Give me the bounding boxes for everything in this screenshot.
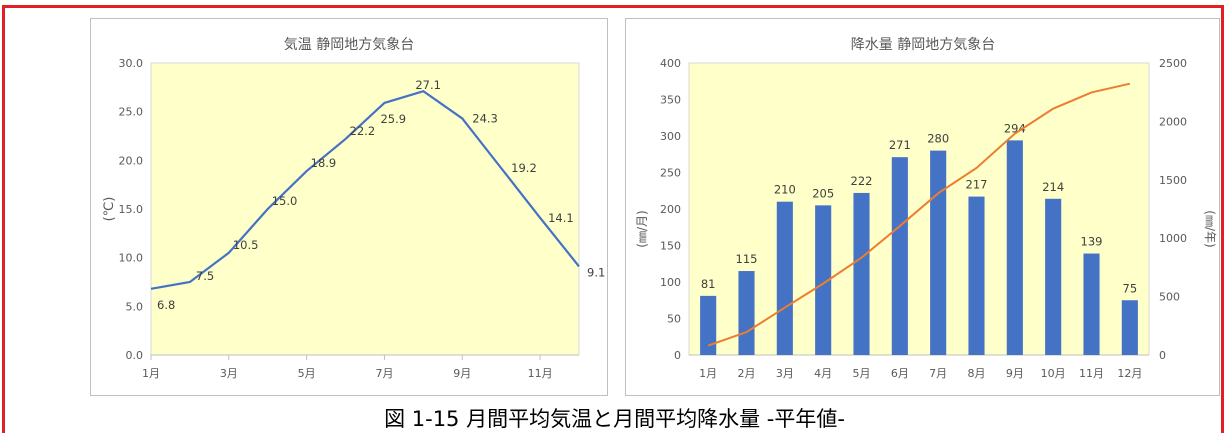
precipitation-y-tick-label: 0 (674, 349, 681, 362)
temperature-y-tick-label: 15.0 (119, 203, 144, 216)
temperature-chart-panel: 気温 静岡地方気象台 (℃) 0.0 5.0 10.0 15.0 20.0 25.0 30.… (90, 18, 608, 396)
precipitation-data-label: 214 (1042, 180, 1064, 194)
annual-y-tick-label: 500 (1159, 291, 1180, 304)
precipitation-data-label: 222 (851, 174, 873, 188)
precipitation-chart-title: 降水量 静岡地方気象台 (851, 37, 995, 53)
precipitation-chart: 降水量 静岡地方気象台 (㎜/月) (㎜/年) 0 50 100 150 200 250 3… (635, 37, 1217, 380)
precipitation-x-tick-label: 8月 (968, 367, 986, 380)
precipitation-bar (968, 196, 985, 355)
precipitation-data-label: 280 (927, 132, 949, 146)
cumulative-precipitation-line (707, 82, 1131, 347)
figure-caption: 図 1-15 月間平均気温と月間平均降水量 -平年値- (384, 407, 845, 431)
temperature-data-label: 24.3 (472, 111, 498, 125)
temperature-series-line (150, 90, 580, 290)
precipitation-x-tick-label: 11月 (1079, 367, 1104, 380)
precipitation-x-tick-label: 6月 (891, 367, 909, 380)
precipitation-y-tick-label: 400 (660, 57, 681, 70)
precipitation-x-tick-label: 4月 (814, 367, 832, 380)
precipitation-chart-panel: 降水量 静岡地方気象台 (㎜/月) (㎜/年) 0 50 100 150 200 250 3… (625, 18, 1220, 396)
precipitation-data-label: 81 (701, 277, 716, 291)
temperature-data-label: 27.1 (415, 78, 441, 92)
temperature-data-label: 14.1 (548, 211, 574, 225)
annual-y-tick-label: 0 (1159, 349, 1166, 362)
precipitation-bar (700, 295, 717, 355)
precipitation-plot-area (688, 62, 1150, 356)
precipitation-data-label: 205 (812, 186, 834, 200)
precipitation-y-tick-label: 350 (660, 94, 681, 107)
precipitation-data-label: 139 (1081, 235, 1103, 249)
precipitation-y-tick-label: 250 (660, 167, 681, 180)
precipitation-bar (853, 192, 870, 355)
precipitation-x-tick-label: 3月 (776, 367, 794, 380)
precipitation-bar (1083, 253, 1100, 355)
annual-y-tick-label: 2000 (1159, 115, 1187, 128)
temperature-y-tick-label: 25.0 (119, 106, 144, 119)
temperature-plot-area (150, 62, 580, 356)
precipitation-bar (891, 157, 908, 355)
annual-y-tick-label: 2500 (1159, 57, 1187, 70)
precipitation-x-tick-label: 12月 (1117, 367, 1142, 380)
temperature-y-tick-label: 10.0 (119, 252, 144, 265)
annual-y-axis-label: (㎜/年) (1203, 210, 1217, 247)
temperature-data-label: 15.0 (272, 194, 298, 208)
precipitation-bar (776, 201, 793, 355)
temperature-plot: 0.0 5.0 10.0 15.0 20.0 25.0 30.0 1月 3月 5月 7月 9月 11月 6… (119, 57, 606, 380)
precipitation-data-label: 271 (889, 138, 911, 152)
precipitation-x-tick-label: 2月 (738, 367, 756, 380)
precipitation-bar (930, 150, 947, 355)
precipitation-data-label: 294 (1004, 121, 1026, 135)
precipitation-bar (1121, 300, 1138, 355)
temperature-chart: 気温 静岡地方気象台 (℃) 0.0 5.0 10.0 15.0 20.0 25.0 30.… (102, 37, 606, 380)
precipitation-data-label: 115 (736, 252, 758, 266)
temperature-chart-title: 気温 静岡地方気象台 (284, 37, 414, 53)
temperature-data-label: 22.2 (350, 124, 376, 138)
annual-y-tick-label: 1500 (1159, 174, 1187, 187)
temperature-x-tick-label: 7月 (375, 367, 393, 380)
precipitation-x-tick-label: 7月 (929, 367, 947, 380)
precipitation-x-tick-label: 5月 (853, 367, 871, 380)
precipitation-y-tick-label: 200 (660, 203, 681, 216)
precipitation-bar (815, 205, 832, 355)
precipitation-bar (738, 271, 755, 355)
temperature-y-axis-label: (℃) (102, 197, 117, 222)
precipitation-x-tick-label: 9月 (1006, 367, 1024, 380)
temperature-data-label: 19.2 (511, 161, 537, 175)
temperature-data-label: 7.5 (196, 269, 214, 283)
precipitation-y-tick-label: 150 (660, 240, 681, 253)
temperature-x-tick-label: 5月 (298, 367, 316, 380)
precipitation-data-label: 210 (774, 183, 796, 197)
temperature-x-tick-label: 1月 (142, 367, 160, 380)
annual-y-tick-label: 1000 (1159, 232, 1187, 245)
temperature-data-label: 6.8 (157, 298, 175, 312)
precipitation-y-tick-label: 50 (667, 313, 681, 326)
precipitation-x-tick-label: 1月 (699, 367, 717, 380)
temperature-y-tick-label: 20.0 (119, 154, 144, 167)
precipitation-bar (1006, 140, 1023, 355)
temperature-data-label: 9.1 (587, 265, 605, 279)
temperature-data-label: 18.9 (311, 156, 337, 170)
temperature-data-label: 10.5 (233, 238, 259, 252)
temperature-x-tick-label: 3月 (220, 367, 238, 380)
precipitation-y-axis-label: (㎜/月) (635, 210, 649, 247)
precipitation-data-label: 75 (1123, 281, 1138, 295)
temperature-y-tick-label: 5.0 (126, 300, 144, 313)
red-frame (2, 5, 1224, 433)
temperature-y-tick-label: 0.0 (126, 349, 144, 362)
precipitation-x-tick-label: 10月 (1041, 367, 1066, 380)
precipitation-y-tick-label: 300 (660, 130, 681, 143)
temperature-x-tick-label: 11月 (528, 367, 553, 380)
temperature-y-tick-label: 30.0 (119, 57, 144, 70)
temperature-x-tick-label: 9月 (453, 367, 471, 380)
temperature-data-label: 25.9 (380, 112, 406, 126)
precipitation-bar (1045, 198, 1062, 355)
precipitation-plot: 0 50 100 150 200 250 300 350 400 0 500 1000 1500 2000… (660, 57, 1187, 380)
precipitation-data-label: 217 (966, 178, 988, 192)
precipitation-y-tick-label: 100 (660, 276, 681, 289)
